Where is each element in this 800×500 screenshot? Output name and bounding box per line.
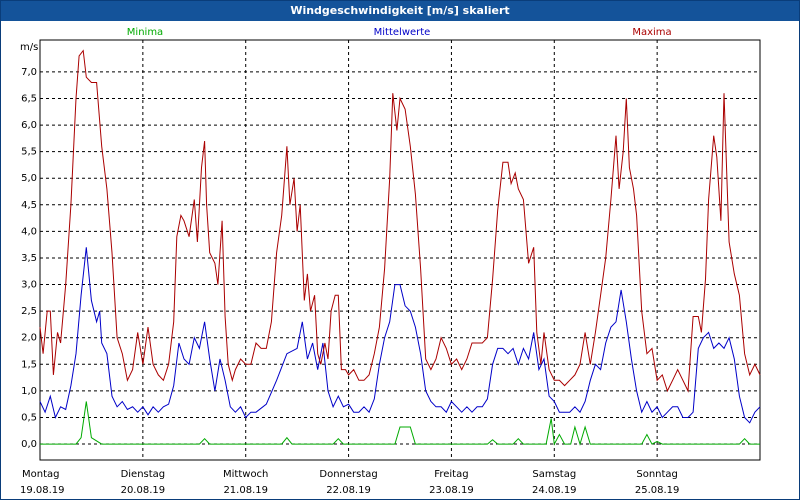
x-tick-date: 25.08.19: [635, 485, 680, 496]
x-tick-day: Donnerstag: [319, 469, 377, 480]
y-tick-label: 6,0: [21, 120, 37, 131]
x-tick-day: Sonntag: [636, 469, 678, 480]
legend-mittelwerte: Mittelwerte: [374, 27, 431, 38]
grid-lines: [40, 40, 760, 460]
x-tick-date: 22.08.19: [326, 485, 371, 496]
series-line-minima: [40, 401, 760, 446]
x-tick-day: Mittwoch: [223, 469, 268, 480]
data-lines: [39, 49, 761, 446]
y-tick-label: 5,0: [21, 173, 37, 184]
x-tick-date: 24.08.19: [532, 485, 577, 496]
y-tick-label: 4,5: [21, 200, 37, 211]
series-line-mittelwerte: [39, 247, 761, 424]
y-tick-label: 5,5: [21, 147, 37, 158]
x-tick-date: 21.08.19: [223, 485, 268, 496]
series-line-maxima: [39, 49, 761, 393]
legend-minima: Minima: [127, 27, 163, 38]
y-axis-label: m/s: [20, 42, 38, 53]
y-tick-label: 3,0: [21, 280, 37, 291]
y-tick-label: 7,0: [21, 67, 37, 78]
y-tick-label: 1,0: [21, 386, 37, 397]
axes: [39, 39, 761, 461]
x-tick-date: 20.08.19: [121, 485, 166, 496]
plot-border: [39, 39, 761, 461]
x-tick-day: Montag: [22, 469, 59, 480]
x-tick-date: 23.08.19: [429, 485, 474, 496]
x-tick-date: 19.08.19: [20, 485, 65, 496]
y-tick-label: 4,0: [21, 226, 37, 237]
x-tick-labels: Montag 19.08.19 Dienstag 20.08.19 Mittwoch 21…: [20, 469, 679, 496]
x-tick-day: Freitag: [434, 469, 468, 480]
y-tick-label: 0,0: [21, 439, 37, 450]
chart-title: Windgeschwindigkeit [m/s] skaliert: [1, 1, 799, 21]
y-tick-label: 3,5: [21, 253, 37, 264]
x-tick-day: Dienstag: [121, 469, 166, 480]
y-tick-labels: 0,0 0,5 1,0 1,5 2,0 2,5 3,0 3,5 4,0 4,5 5,0 5,5 6,0 6…: [21, 67, 37, 450]
y-tick-label: 1,5: [21, 359, 37, 370]
y-tick-label: 6,5: [21, 93, 37, 104]
legend: Minima Mittelwerte Maxima: [127, 27, 672, 38]
y-tick-label: 0,5: [21, 412, 37, 423]
legend-maxima: Maxima: [632, 27, 671, 38]
x-tick-day: Samstag: [532, 469, 576, 480]
y-tick-label: 2,0: [21, 333, 37, 344]
y-tick-label: 2,5: [21, 306, 37, 317]
